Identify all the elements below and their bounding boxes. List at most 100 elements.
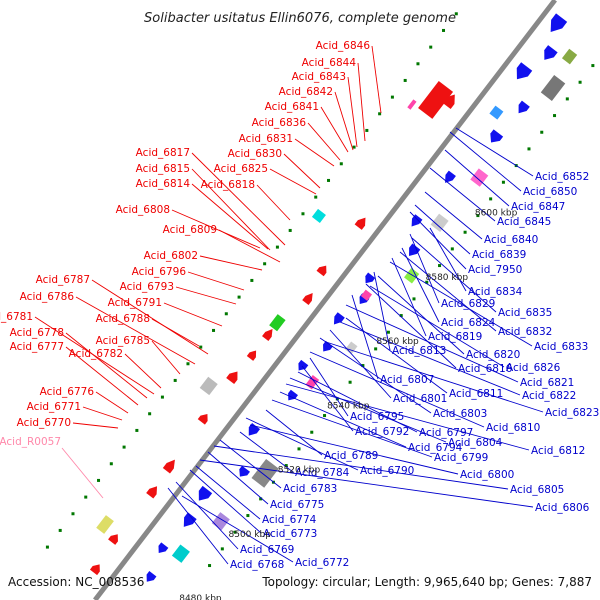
gene-label-reverse[interactable]: Acid_6810 [486,422,540,434]
gene-label-forward[interactable]: Acid_6770 [17,417,71,429]
gene-label-reverse[interactable]: Acid_6769 [240,544,294,556]
gene-label-reverse[interactable]: Acid_6816 [458,363,513,375]
gene-label-reverse[interactable]: Acid_6835 [498,307,552,319]
gene-label-forward[interactable]: Acid_6836 [252,117,307,129]
gene-label-reverse[interactable]: Acid_6833 [534,341,588,353]
gene-label-forward[interactable]: Acid_6831 [239,133,293,145]
gene-arrow [146,486,158,499]
gene-label-forward[interactable]: Acid_6846 [316,40,371,52]
gene-label-reverse[interactable]: Acid_6792 [355,426,409,438]
ruler-dot [454,12,458,16]
gene-label-reverse[interactable]: Acid_6834 [468,286,523,298]
gene-label-reverse[interactable]: Acid_6819 [428,331,482,343]
gene-label-reverse[interactable]: Acid_6772 [295,557,349,569]
gene-label-forward[interactable]: Acid_6830 [228,148,282,160]
gene-label-reverse[interactable]: Acid_6826 [506,362,561,374]
gene-label-forward[interactable]: Acid_6791 [108,297,162,309]
gene-label-forward[interactable]: Acid_6787 [36,274,90,286]
gene-label-reverse[interactable]: Acid_6813 [392,345,446,357]
gene-label-forward[interactable]: Acid_6825 [214,163,268,175]
gene-label-forward[interactable]: Acid_6844 [302,57,357,69]
gene-labels: Acid_6846 Acid_6844 Acid_6843 Acid_6842 Acid… [0,40,599,571]
gene-label-reverse[interactable]: Acid_6803 [433,408,487,420]
ruler-dot [463,230,467,234]
gene-label-reverse[interactable]: Acid_6774 [262,514,317,526]
gene-label-forward[interactable]: Acid_6841 [265,101,319,113]
gene-label-reverse[interactable]: Acid_6824 [441,317,496,329]
leader-line [345,317,448,394]
gene-label-reverse[interactable]: Acid_6773 [263,528,317,540]
gene-label-rna[interactable]: Acid_R0057 [0,436,61,448]
gene-arrow [198,485,213,501]
gene-arrow [365,272,376,284]
gene-label-forward[interactable]: Acid_6778 [10,327,64,339]
gene-label-forward[interactable]: Acid_6802 [144,250,198,262]
leader-line [167,487,229,565]
gene-arrow [298,359,309,371]
gene-label-reverse[interactable]: Acid_6805 [510,484,564,496]
leader-line [65,346,139,406]
gene-label-forward[interactable]: Acid_6843 [292,71,346,83]
gene-label-reverse[interactable]: Acid_6823 [545,407,599,419]
gene-label-reverse[interactable]: Acid_6820 [466,349,520,361]
leader-line [325,341,544,413]
gene-label-reverse[interactable]: Acid_6829 [441,298,495,310]
gene-label-reverse[interactable]: Acid_6806 [535,502,590,514]
gene-label-reverse[interactable]: Acid_6845 [497,216,551,228]
leader-line [265,409,323,456]
gene-label-forward[interactable]: Acid_6782 [69,348,123,360]
gene-label-reverse[interactable]: Acid_6840 [484,234,538,246]
gene-label-reverse[interactable]: Acid_6839 [472,249,526,261]
gene-label-reverse[interactable]: Acid_6850 [523,186,577,198]
gene-label-reverse[interactable]: Acid_6790 [360,465,414,477]
gene-label-reverse[interactable]: Acid_6800 [460,469,514,481]
gene-label-forward[interactable]: Acid_6785 [96,335,150,347]
gene-label-reverse[interactable]: Acid_6821 [520,377,574,389]
leader-line [365,283,457,369]
gene-label-reverse[interactable]: Acid_6804 [448,437,503,449]
gene-label-forward[interactable]: Acid_6815 [136,163,190,175]
gene-label-forward[interactable]: Acid_6776 [40,386,95,398]
gene-label-reverse[interactable]: Acid_6801 [393,393,447,405]
gene-label-reverse[interactable]: Acid_6797 [419,427,473,439]
leader-line [191,168,271,251]
gene-label-forward[interactable]: Acid_6808 [116,204,170,216]
gene-block [345,341,358,355]
gene-label-forward[interactable]: Acid_6814 [136,178,191,190]
gene-label-reverse[interactable]: Acid_6789 [324,450,378,462]
gene-label-reverse[interactable]: Acid_6822 [522,390,576,402]
gene-label-forward[interactable]: Acid_6777 [10,341,64,353]
gene-label-reverse[interactable]: Acid_6794 [408,442,463,454]
gene-label-forward[interactable]: Acid_6809 [163,224,217,236]
gene-label-forward[interactable]: Acid_6781 [0,311,33,323]
leader-line [449,131,522,192]
gene-label-reverse[interactable]: Acid_6784 [295,467,350,479]
gene-label-forward[interactable]: Acid_6786 [20,291,75,303]
leader-line [409,233,440,304]
gene-label-reverse[interactable]: Acid_6832 [498,326,552,338]
gene-label-reverse[interactable]: Acid_6812 [531,445,585,457]
gene-label-reverse[interactable]: Acid_7950 [468,264,522,276]
gene-label-forward[interactable]: Acid_6793 [120,281,174,293]
gene-label-reverse[interactable]: Acid_6795 [350,411,404,423]
gene-label-forward[interactable]: Acid_6788 [96,313,150,325]
gene-label-reverse[interactable]: Acid_6852 [535,171,589,183]
gene-label-forward[interactable]: Acid_6771 [27,401,81,413]
gene-label-forward[interactable]: Acid_6818 [201,179,255,191]
gene-label-reverse[interactable]: Acid_6799 [434,452,488,464]
gene-label-reverse[interactable]: Acid_6807 [380,374,434,386]
gene-block [404,267,420,284]
ruler-dot [275,245,279,249]
gene-label-reverse[interactable]: Acid_6811 [449,388,503,400]
gene-label-reverse[interactable]: Acid_6783 [283,483,337,495]
gene-label-reverse[interactable]: Acid_6768 [230,559,284,571]
gene-label-forward[interactable]: Acid_6842 [279,86,333,98]
gene-label-reverse[interactable]: Acid_6847 [511,201,565,213]
leader-line [409,211,467,270]
gene-label-forward[interactable]: Acid_6796 [132,266,187,278]
gene-label-reverse[interactable]: Acid_6775 [270,499,324,511]
ruler-dot [301,212,305,216]
gene-block [540,74,566,101]
gene-label-forward[interactable]: Acid_6817 [136,147,190,159]
gene-arrow [550,13,568,32]
